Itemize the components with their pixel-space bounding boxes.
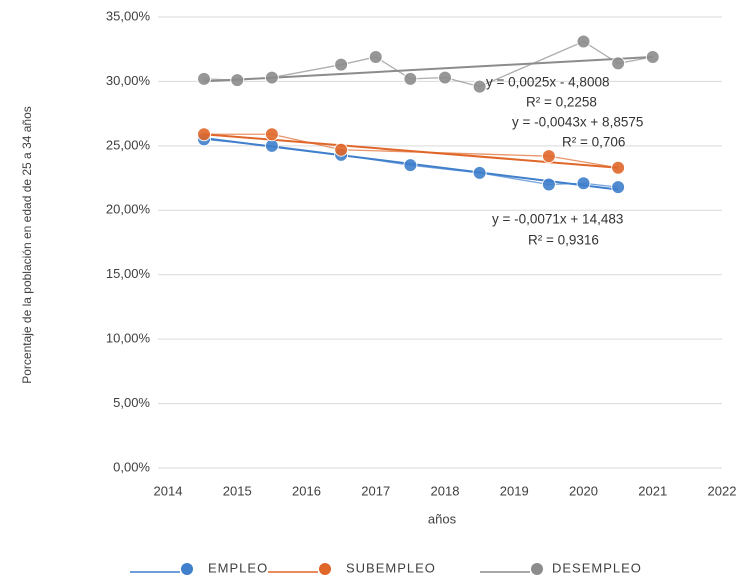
- x-tick-label: 2019: [500, 483, 529, 498]
- data-point: [645, 49, 660, 64]
- data-point: [438, 70, 452, 85]
- legend-label: EMPLEO: [208, 560, 268, 575]
- x-tick-label: 2021: [638, 483, 667, 498]
- y-tick-label: 35,00%: [106, 8, 151, 23]
- trendline-equation: y = -0,0071x + 14,483: [492, 212, 623, 227]
- x-tick-label: 2016: [292, 483, 321, 498]
- data-point: [611, 56, 626, 71]
- y-tick-label: 20,00%: [106, 202, 151, 217]
- legend-marker: [531, 563, 543, 575]
- data-point: [472, 165, 487, 180]
- data-point: [611, 160, 626, 175]
- y-tick-label: 30,00%: [106, 73, 151, 88]
- trendline-equation: y = 0,0025x - 4,8008: [486, 75, 609, 90]
- data-point: [576, 34, 591, 49]
- trendline-equation: R² = 0,2258: [526, 95, 597, 110]
- y-tick-label: 5,00%: [113, 395, 150, 410]
- data-point: [334, 142, 349, 157]
- data-point: [264, 70, 279, 85]
- data-point: [264, 138, 279, 153]
- x-axis-label: años: [428, 511, 457, 526]
- data-point: [334, 57, 349, 72]
- legend-marker: [319, 563, 331, 575]
- trendline-equation: R² = 0,706: [562, 135, 625, 150]
- data-point: [611, 180, 626, 195]
- data-point: [368, 49, 383, 64]
- y-axis-label: Porcentaje de la población en edad de 25…: [20, 106, 34, 384]
- x-tick-label: 2017: [361, 483, 390, 498]
- y-tick-label: 15,00%: [106, 266, 151, 281]
- data-point: [230, 73, 245, 88]
- legend-label: DESEMPLEO: [552, 560, 642, 575]
- y-tick-label: 25,00%: [106, 137, 151, 152]
- legend-marker: [181, 563, 193, 575]
- data-point: [472, 79, 487, 94]
- data-point: [197, 71, 212, 86]
- y-tick-label: 0,00%: [113, 459, 150, 474]
- x-tick-label: 2015: [223, 483, 252, 498]
- trendline-equation: y = -0,0043x + 8,8575: [512, 115, 643, 130]
- legend-label: SUBEMPLEO: [346, 560, 436, 575]
- x-tick-label: 2014: [154, 483, 183, 498]
- data-point: [541, 149, 556, 164]
- trendline-equation: R² = 0,9316: [528, 233, 599, 248]
- data-point: [576, 176, 591, 191]
- data-point: [403, 158, 418, 173]
- data-point: [197, 127, 212, 142]
- data-point: [403, 71, 418, 86]
- x-tick-label: 2018: [431, 483, 460, 498]
- y-tick-label: 10,00%: [106, 331, 151, 346]
- data-point: [264, 127, 279, 142]
- data-point: [541, 177, 556, 192]
- x-tick-label: 2022: [708, 483, 737, 498]
- x-tick-label: 2020: [569, 483, 598, 498]
